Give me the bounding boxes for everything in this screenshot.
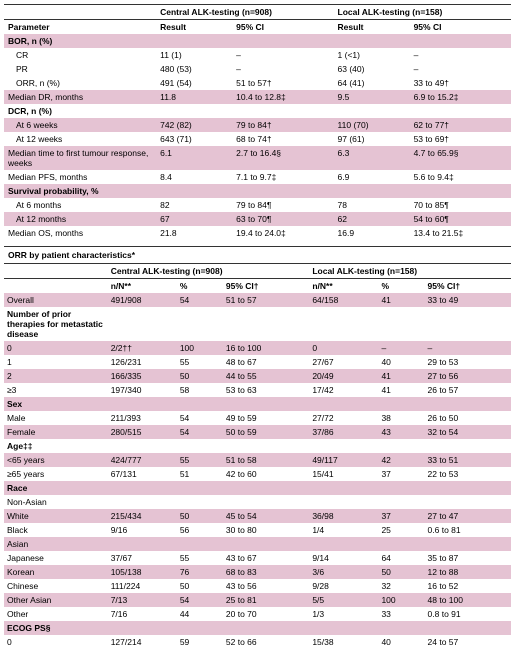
table-row: At 6 weeks742 (82)79 to 84†110 (70)62 to… bbox=[4, 118, 511, 132]
table-row: 1126/2315548 to 6727/674029 to 53 bbox=[4, 355, 511, 369]
table-row: ORR, n (%)491 (54)51 to 57†64 (41)33 to … bbox=[4, 76, 511, 90]
orr-title: ORR by patient characteristics* bbox=[4, 246, 511, 263]
table-row: Other7/164420 to 701/3330.8 to 91 bbox=[4, 607, 511, 621]
table-row: Non-Asian bbox=[4, 495, 511, 509]
table-row: Median time to first tumour response, we… bbox=[4, 146, 511, 170]
central-header: Central ALK-testing (n=908) bbox=[156, 5, 333, 20]
table-row: Age‡‡ bbox=[4, 439, 511, 453]
table-row: ≥3197/3405853 to 6317/424126 to 57 bbox=[4, 383, 511, 397]
table-row: CR11 (1)–1 (<1)– bbox=[4, 48, 511, 62]
table-row: ECOG PS§ bbox=[4, 621, 511, 635]
table-row: ≥65 years67/1315142 to 6015/413722 to 53 bbox=[4, 467, 511, 481]
table-row: 02/2††10016 to 1000–– bbox=[4, 341, 511, 355]
table-row: Chinese111/2245043 to 569/283216 to 52 bbox=[4, 579, 511, 593]
table-row: Overall491/9085451 to 5764/1584133 to 49 bbox=[4, 293, 511, 307]
table-row: Number of prior therapies for metastatic… bbox=[4, 307, 511, 341]
param-header: Parameter bbox=[4, 20, 156, 35]
table-row: Male211/3935449 to 5927/723826 to 50 bbox=[4, 411, 511, 425]
orr-table: Central ALK-testing (n=908)Local ALK-tes… bbox=[4, 263, 511, 649]
table-row: PR480 (53)–63 (40)– bbox=[4, 62, 511, 76]
table-row: 0127/2145952 to 6615/384024 to 57 bbox=[4, 635, 511, 649]
table-row: At 12 weeks643 (71)68 to 74†97 (61)53 to… bbox=[4, 132, 511, 146]
table-row: Median OS, months21.819.4 to 24.0‡16.913… bbox=[4, 226, 511, 240]
table-row: Korean105/1387668 to 833/65012 to 88 bbox=[4, 565, 511, 579]
table-row: At 12 months6763 to 70¶6254 to 60¶ bbox=[4, 212, 511, 226]
table-row: Black9/165630 to 801/4250.6 to 81 bbox=[4, 523, 511, 537]
table-row: Race bbox=[4, 481, 511, 495]
table-row: BOR, n (%) bbox=[4, 34, 511, 48]
efficacy-table: Central ALK-testing (n=908)Local ALK-tes… bbox=[4, 4, 511, 240]
table-row: At 6 months8279 to 84¶7870 to 85¶ bbox=[4, 198, 511, 212]
local-header: Local ALK-testing (n=158) bbox=[334, 5, 511, 20]
table-row: DCR, n (%) bbox=[4, 104, 511, 118]
table-row: Median DR, months11.810.4 to 12.8‡9.56.9… bbox=[4, 90, 511, 104]
table-row: Survival probability, % bbox=[4, 184, 511, 198]
table-row: Asian bbox=[4, 537, 511, 551]
table-row: Japanese37/675543 to 679/146435 to 87 bbox=[4, 551, 511, 565]
table-row: Sex bbox=[4, 397, 511, 411]
table-row: White215/4345045 to 5436/983727 to 47 bbox=[4, 509, 511, 523]
table-row: 2166/3355044 to 5520/494127 to 56 bbox=[4, 369, 511, 383]
table-row: <65 years424/7775551 to 5849/1174233 to … bbox=[4, 453, 511, 467]
table-row: Female280/5155450 to 5937/864332 to 54 bbox=[4, 425, 511, 439]
table-row: Other Asian7/135425 to 815/510048 to 100 bbox=[4, 593, 511, 607]
table-row: Median PFS, months8.47.1 to 9.7‡6.95.6 t… bbox=[4, 170, 511, 184]
